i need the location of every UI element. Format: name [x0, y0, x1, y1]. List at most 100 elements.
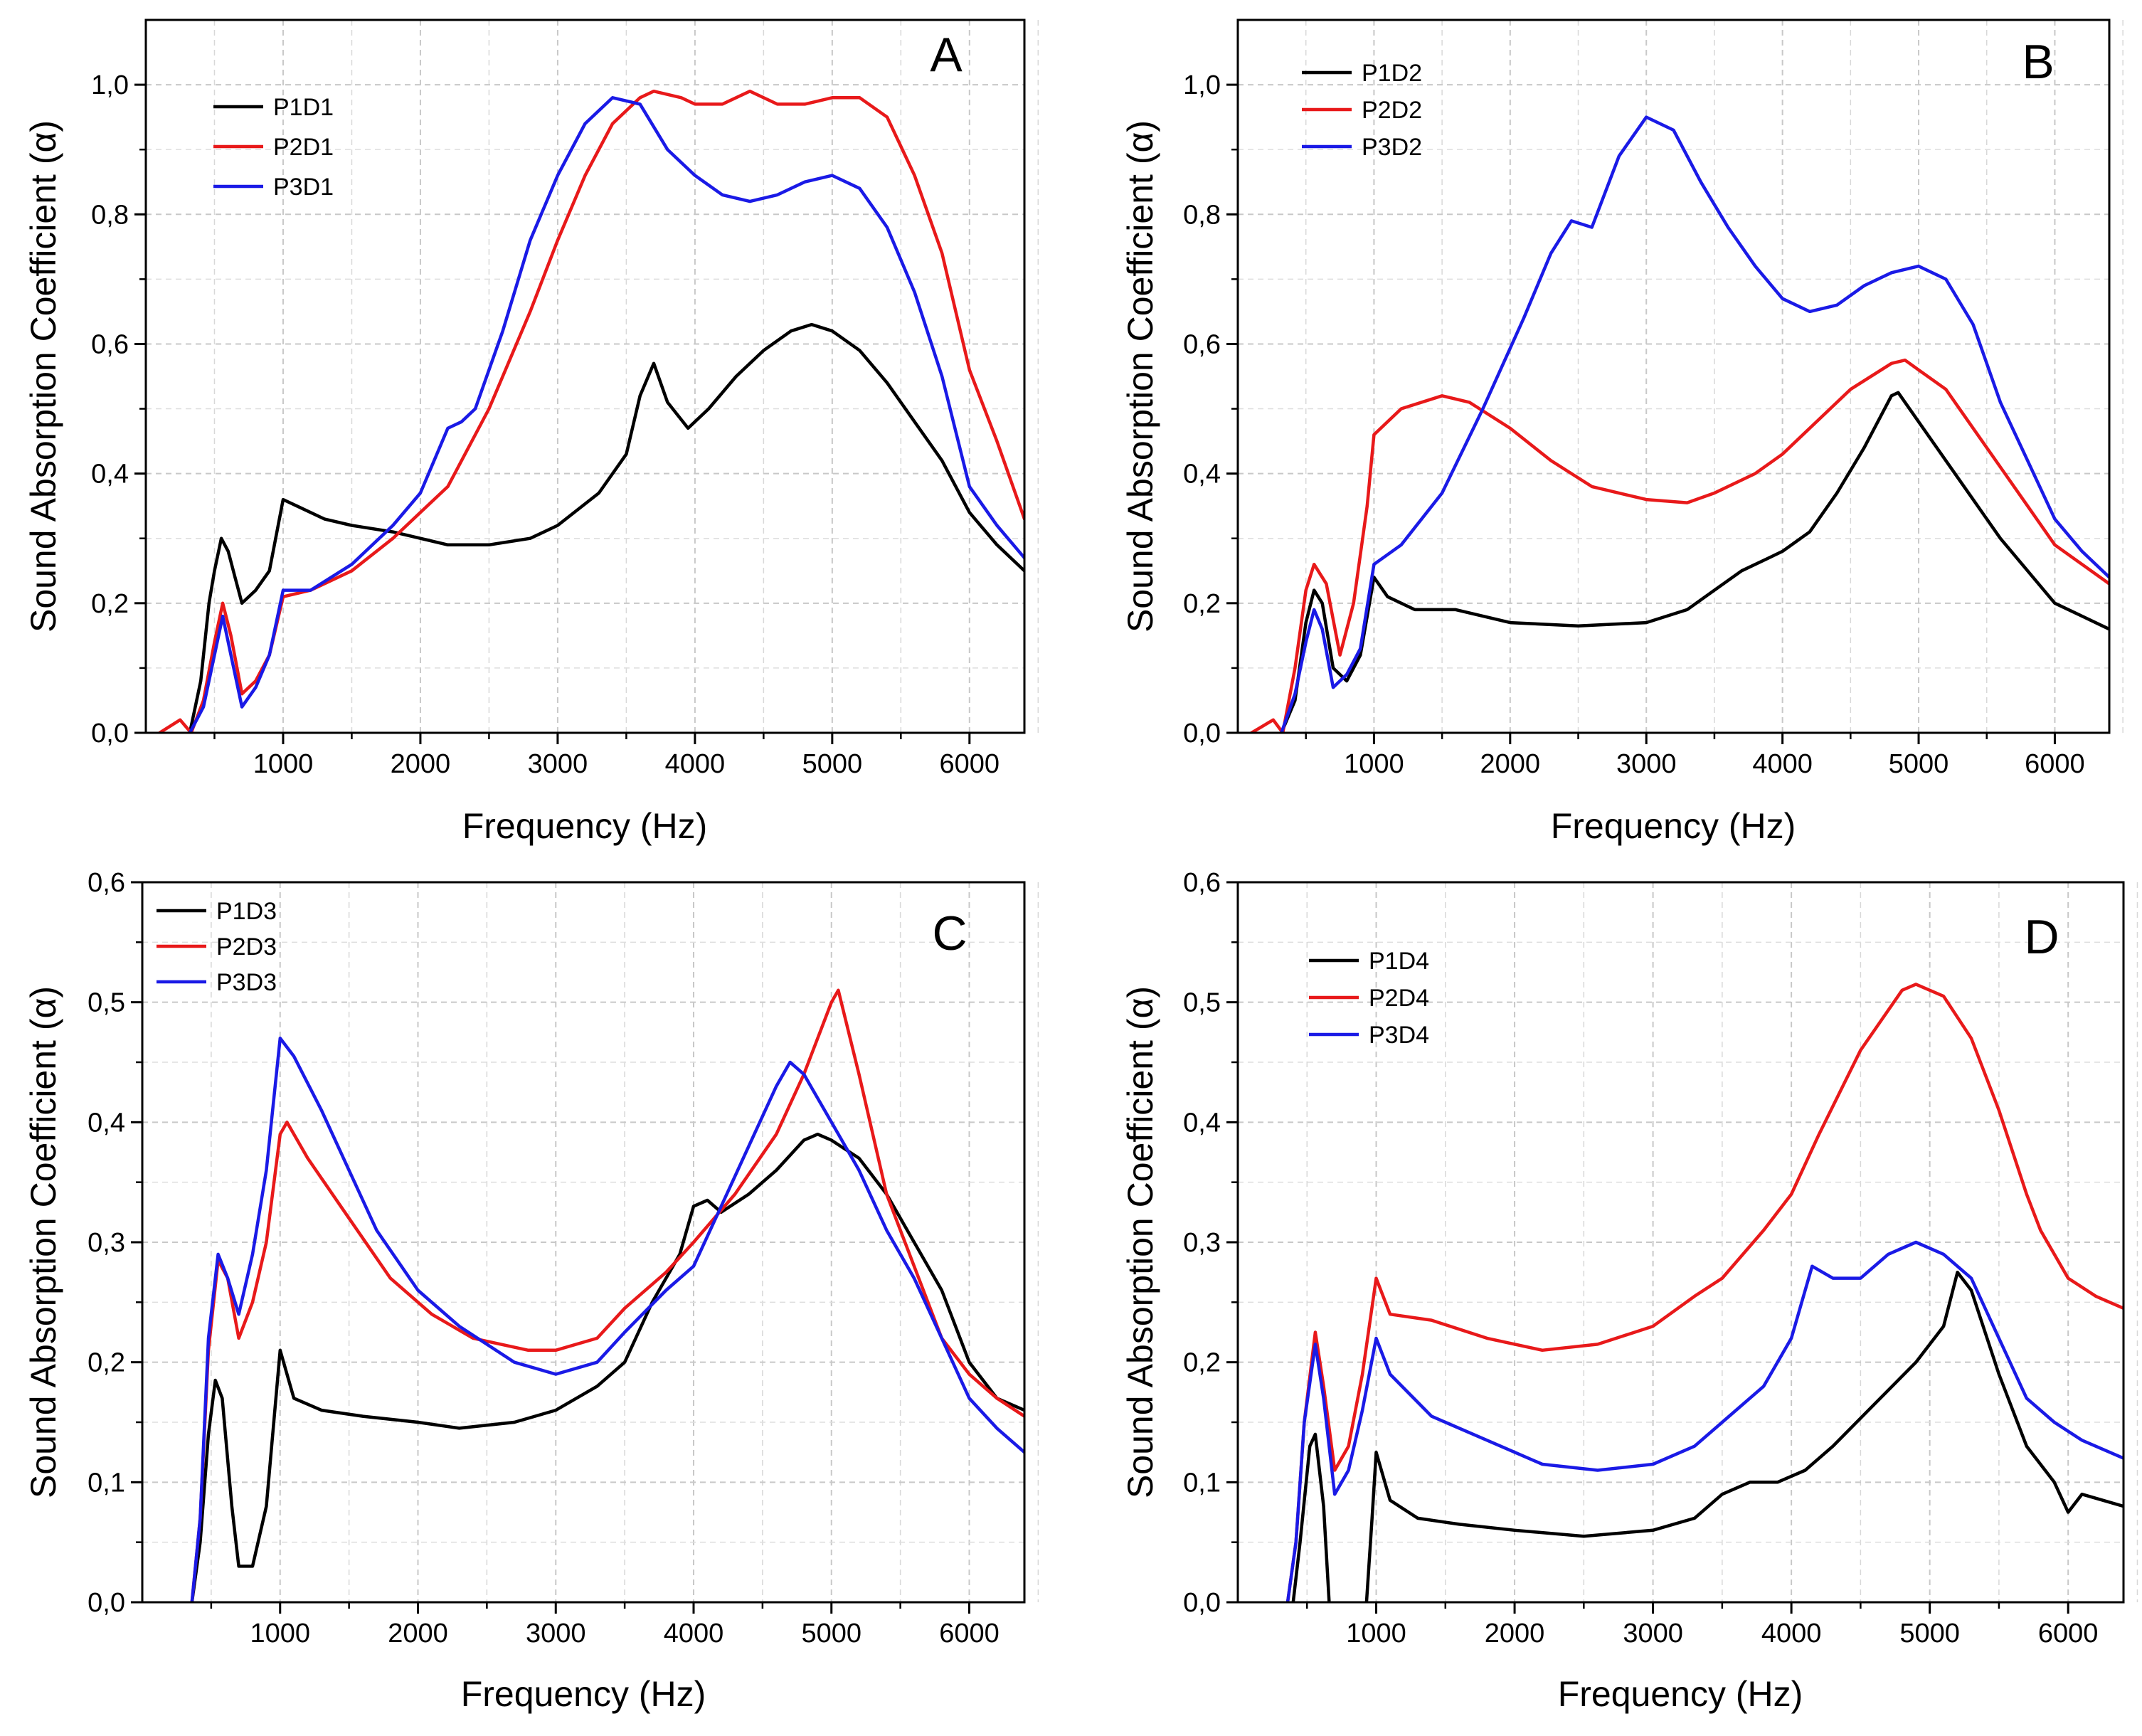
xtick-label-a-3: 4000: [665, 749, 726, 779]
ytick-label-b-5: 1,0: [1183, 70, 1221, 100]
y-axis-title-c: Sound Absorption Coefficient (α): [23, 986, 63, 1498]
legend-b: P1D2 P2D2 P3D2: [1302, 60, 1422, 161]
legend-label-p2d1: P2D1: [273, 134, 334, 161]
xtick-label-b-2: 3000: [1616, 749, 1677, 779]
x-axis-title-b: Frequency (Hz): [1551, 806, 1796, 846]
legend-label-p2d3: P2D3: [216, 933, 277, 960]
xtick-label-d-0: 1000: [1346, 1619, 1406, 1648]
xtick-label-b-4: 5000: [1889, 749, 1949, 779]
ytick-label-c-0: 0,0: [88, 1588, 125, 1618]
xtick-label-a-0: 1000: [253, 749, 314, 779]
xtick-label-d-4: 5000: [1899, 1619, 1960, 1648]
series-line-p1d4: [1291, 1270, 2124, 1602]
panel-letter-c: C: [932, 906, 967, 960]
legend-label-p3d3: P3D3: [216, 969, 277, 996]
ytick-label-b-3: 0,6: [1183, 329, 1221, 359]
ytick-label-b-4: 0,8: [1183, 200, 1221, 230]
legend-label-p3d1: P3D1: [273, 174, 334, 201]
series-line-p2d2: [1249, 358, 2109, 733]
xtick-label-c-2: 3000: [526, 1619, 586, 1648]
legend-label-p3d4: P3D4: [1369, 1022, 1429, 1049]
panel-letter-b: B: [2022, 35, 2054, 89]
xtick-label-b-5: 6000: [2025, 749, 2085, 779]
x-axis-title-d: Frequency (Hz): [1558, 1674, 1803, 1714]
legend-label-p2d2: P2D2: [1362, 97, 1422, 124]
xtick-label-a-4: 5000: [802, 749, 863, 779]
chart-panel-d: 1000 2000 3000 4000 5000 6000 0,0 0,1 0,2 0,3 0,4 0…: [1120, 868, 2138, 1714]
series-group-c: [190, 988, 1024, 1602]
y-axis-title-d: Sound Absorption Coefficient (α): [1120, 986, 1160, 1498]
legend-d: P1D4 P2D4 P3D4: [1309, 948, 1429, 1049]
ytick-label-b-2: 0,4: [1183, 460, 1221, 489]
ytick-label-a-4: 0,8: [91, 200, 129, 230]
xtick-label-d-1: 2000: [1485, 1619, 1545, 1648]
series-line-p1d3: [190, 1132, 1024, 1602]
series-line-p3d1: [188, 96, 1024, 733]
chart-panel-a: 1000 2000 3000 4000 5000 6000 0,0 0,2 0,4 0,6 0,8 1…: [23, 18, 1039, 846]
ytick-label-d-2: 0,2: [1183, 1348, 1221, 1378]
series-group-a: [158, 89, 1024, 733]
ytick-label-a-2: 0,4: [91, 460, 129, 489]
legend-label-p1d4: P1D4: [1369, 948, 1429, 975]
series-line-p2d4: [1285, 983, 2124, 1602]
series-line-p3d4: [1285, 1240, 2124, 1602]
x-axis-title-c: Frequency (Hz): [461, 1674, 706, 1714]
ytick-label-c-2: 0,2: [88, 1348, 125, 1378]
legend-label-p1d2: P1D2: [1362, 60, 1422, 87]
xtick-label-a-1: 2000: [391, 749, 451, 779]
ytick-label-c-1: 0,1: [88, 1468, 125, 1498]
ytick-label-a-0: 0,0: [91, 719, 129, 748]
xtick-label-c-3: 4000: [664, 1619, 724, 1648]
xtick-label-b-0: 1000: [1344, 749, 1404, 779]
chart-panel-b: 1000 2000 3000 4000 5000 6000 0,0 0,2 0,4 0,6 0,8 1…: [1120, 18, 2124, 846]
ytick-label-d-1: 0,1: [1183, 1468, 1221, 1498]
ytick-label-c-4: 0,4: [88, 1108, 125, 1138]
series-line-p1d2: [1280, 391, 2109, 733]
series-line-p2d3: [190, 988, 1024, 1602]
ytick-label-b-0: 0,0: [1183, 719, 1221, 748]
x-axis-title-a: Frequency (Hz): [462, 806, 708, 846]
legend-a: P1D1 P2D1 P3D1: [213, 94, 334, 201]
ytick-label-d-6: 0,6: [1183, 868, 1221, 898]
xtick-label-d-2: 3000: [1623, 1619, 1683, 1648]
xtick-label-c-5: 6000: [939, 1619, 1000, 1648]
legend-c: P1D3 P2D3 P3D3: [157, 898, 277, 996]
legend-label-p2d4: P2D4: [1369, 985, 1429, 1012]
y-axis-title-a: Sound Absorption Coefficient (α): [23, 120, 63, 633]
legend-label-p1d1: P1D1: [273, 94, 334, 121]
chart-panel-c: 1000 2000 3000 4000 5000 6000 0,0 0,1 0,2 0,3 0,4 0…: [23, 868, 1039, 1714]
xtick-label-d-3: 4000: [1761, 1619, 1822, 1648]
series-line-p1d1: [188, 322, 1024, 733]
plot-frame-a: [144, 18, 1026, 734]
series-group-b: [1249, 115, 2109, 733]
plot-frame-b: [1236, 18, 2111, 734]
xtick-label-b-3: 4000: [1752, 749, 1813, 779]
ytick-label-a-1: 0,2: [91, 589, 129, 619]
ytick-label-c-6: 0,6: [88, 868, 125, 898]
ytick-label-a-5: 1,0: [91, 70, 129, 100]
xtick-label-d-5: 6000: [2038, 1619, 2099, 1648]
ytick-label-a-3: 0,6: [91, 329, 129, 359]
xtick-label-c-4: 5000: [801, 1619, 861, 1648]
series-line-p3d2: [1280, 115, 2109, 733]
xtick-label-a-2: 3000: [528, 749, 588, 779]
y-axis-title-b: Sound Absorption Coefficient (α): [1120, 120, 1160, 633]
legend-label-p1d3: P1D3: [216, 898, 277, 925]
series-group-d: [1285, 983, 2124, 1602]
xtick-label-b-1: 2000: [1480, 749, 1541, 779]
ytick-label-b-1: 0,2: [1183, 589, 1221, 619]
xtick-label-a-5: 6000: [940, 749, 1000, 779]
ytick-label-d-5: 0,5: [1183, 988, 1221, 1018]
ytick-label-d-3: 0,3: [1183, 1228, 1221, 1258]
ytick-label-d-0: 0,0: [1183, 1588, 1221, 1618]
series-line-p3d3: [190, 1037, 1024, 1602]
panel-letter-d: D: [2024, 910, 2059, 964]
ytick-label-c-5: 0,5: [88, 988, 125, 1018]
panel-letter-a: A: [930, 28, 963, 82]
ytick-label-d-4: 0,4: [1183, 1108, 1221, 1138]
series-line-p2d1: [158, 89, 1024, 733]
ytick-label-c-3: 0,3: [88, 1228, 125, 1258]
legend-label-p3d2: P3D2: [1362, 134, 1422, 161]
xtick-label-c-1: 2000: [388, 1619, 448, 1648]
